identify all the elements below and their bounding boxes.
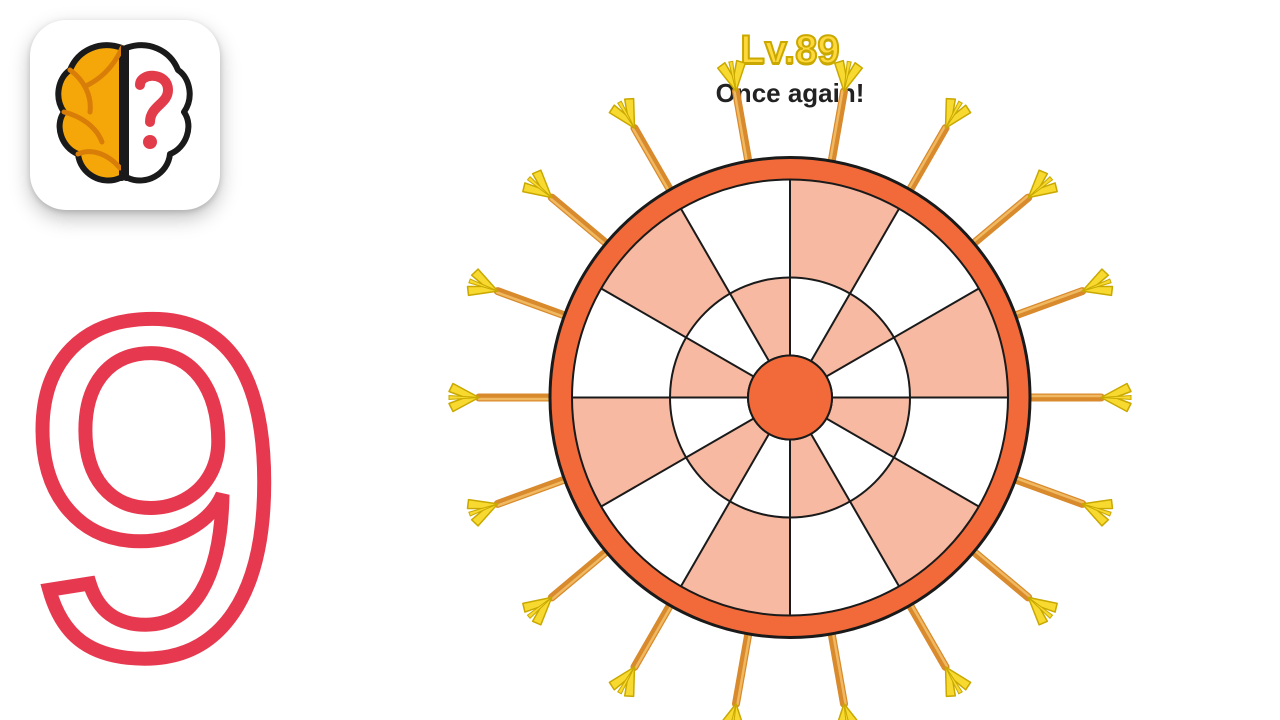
dartboard-svg[interactable] xyxy=(430,38,1150,720)
brain-icon xyxy=(40,30,210,200)
dartboard[interactable] xyxy=(430,38,1150,720)
game-screen[interactable]: Lv.89 Once again! xyxy=(300,0,1280,720)
episode-number: 9 xyxy=(20,260,267,716)
app-icon xyxy=(30,20,220,210)
